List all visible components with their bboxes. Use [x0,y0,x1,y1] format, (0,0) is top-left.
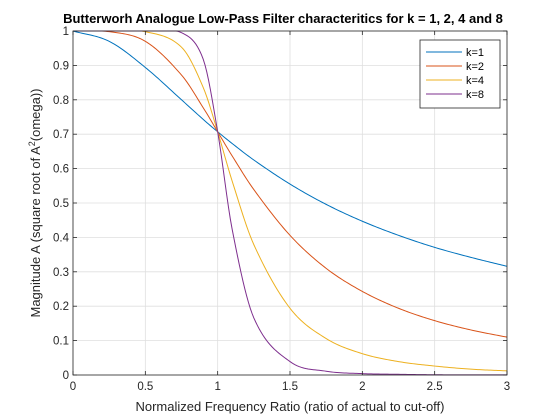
y-tick-label: 0.6 [53,164,69,176]
x-tick-label: 0 [70,381,76,393]
series-line-1 [72,30,508,267]
y-axis-label-main: Magnitude A (square root of A [28,146,43,318]
x-tick-label: 1 [214,381,220,393]
ticks: 0 0.5 1 1.5 2 2.5 3 0 0.1 0.2 0.3 0.4 0.5 0.6 0.7 0.8 0.… [53,26,510,393]
x-axis-label: Normalized Frequency Ratio (ratio of act… [135,399,444,414]
x-tick-label: 1.5 [282,381,298,393]
legend-label-1: k=1 [466,47,484,59]
y-tick-label: 1 [63,26,69,38]
y-tick-label: 0.9 [53,60,69,72]
y-tick-label: 0.5 [53,198,69,210]
legend-label-4: k=8 [466,89,484,101]
x-tick-label: 3 [504,381,510,393]
y-tick-label: 0 [63,370,69,382]
legend-label-2: k=2 [466,61,484,73]
y-axis-label-superscript: 2 [27,141,37,146]
chart-title: Butterworh Analogue Low-Pass Filter char… [63,11,503,26]
y-tick-label: 0.3 [53,267,69,279]
x-tick-label: 2.5 [427,381,443,393]
legend: k=1 k=2 k=4 k=8 [419,39,501,109]
y-tick-label: 0.1 [53,336,69,348]
y-tick-label: 0.7 [53,129,69,141]
x-tick-label: 2 [359,381,365,393]
y-axis-label: Magnitude A (square root of A2(omega)) [27,88,43,317]
x-tick-label: 0.5 [137,381,153,393]
y-tick-label: 0.4 [53,232,70,244]
series-line-2 [72,30,508,338]
y-axis-label-end: (omega)) [28,88,43,141]
legend-label-3: k=4 [466,75,484,87]
legend-box [419,39,501,109]
y-tick-label: 0.8 [53,95,69,107]
y-tick-label: 0.2 [53,301,69,313]
